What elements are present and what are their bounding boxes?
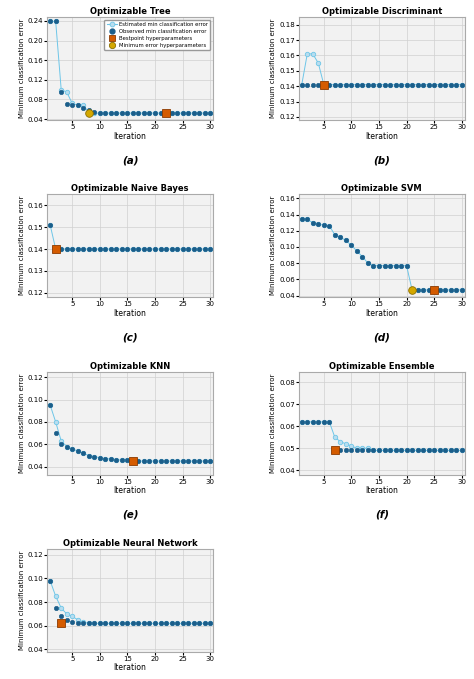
Title: Optimizable Discriminant: Optimizable Discriminant <box>321 7 442 16</box>
X-axis label: Iteration: Iteration <box>114 132 146 141</box>
Y-axis label: Minimum classification error: Minimum classification error <box>18 19 25 118</box>
Text: (b): (b) <box>374 155 390 165</box>
Title: Optimizable KNN: Optimizable KNN <box>90 362 170 371</box>
Title: Optimizable Tree: Optimizable Tree <box>90 7 171 16</box>
Y-axis label: Minimum classification error: Minimum classification error <box>18 551 25 650</box>
Text: (f): (f) <box>375 510 389 519</box>
Y-axis label: Minimum classification error: Minimum classification error <box>18 373 25 473</box>
Text: (c): (c) <box>122 332 138 342</box>
Title: Optimizable Naive Bayes: Optimizable Naive Bayes <box>72 185 189 194</box>
Text: (d): (d) <box>374 332 390 342</box>
Legend: Estimated min classification error, Observed min classification error, Bestpoint: Estimated min classification error, Obse… <box>104 20 210 50</box>
X-axis label: Iteration: Iteration <box>365 132 398 141</box>
Y-axis label: Minimum classification error: Minimum classification error <box>270 373 276 473</box>
Title: Optimizable Neural Network: Optimizable Neural Network <box>63 539 198 548</box>
X-axis label: Iteration: Iteration <box>114 309 146 318</box>
Text: (a): (a) <box>122 155 138 165</box>
Text: (e): (e) <box>122 510 138 519</box>
X-axis label: Iteration: Iteration <box>114 663 146 672</box>
Title: Optimizable SVM: Optimizable SVM <box>341 185 422 194</box>
X-axis label: Iteration: Iteration <box>365 309 398 318</box>
X-axis label: Iteration: Iteration <box>114 486 146 495</box>
Title: Optimizable Ensemble: Optimizable Ensemble <box>329 362 435 371</box>
Y-axis label: Minimum classification error: Minimum classification error <box>270 19 276 118</box>
Y-axis label: Minimum classification error: Minimum classification error <box>18 196 25 295</box>
X-axis label: Iteration: Iteration <box>365 486 398 495</box>
Y-axis label: Minimum classification error: Minimum classification error <box>270 196 276 295</box>
